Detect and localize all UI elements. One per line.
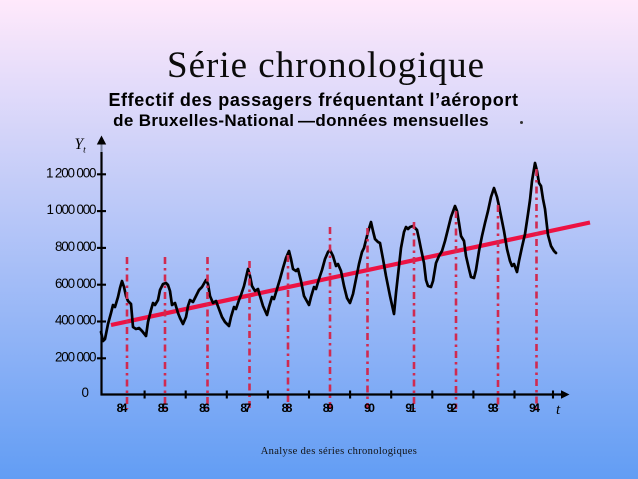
svg-text:93: 93 xyxy=(488,401,499,415)
svg-text:84: 84 xyxy=(117,401,128,415)
svg-text:200 000: 200 000 xyxy=(55,350,97,365)
svg-text:89: 89 xyxy=(323,401,334,415)
svg-text:90: 90 xyxy=(364,401,375,415)
svg-text:t: t xyxy=(556,402,561,418)
svg-text:1 200 000: 1 200 000 xyxy=(46,166,97,181)
svg-text:91: 91 xyxy=(405,401,416,415)
svg-text:85: 85 xyxy=(158,401,169,415)
svg-text:87: 87 xyxy=(240,401,251,415)
svg-text:600 000: 600 000 xyxy=(55,276,97,291)
svg-text:0: 0 xyxy=(82,385,89,400)
svg-text:1 000 000: 1 000 000 xyxy=(47,202,97,217)
svg-text:400 000: 400 000 xyxy=(55,313,97,328)
svg-text:86: 86 xyxy=(199,401,210,415)
svg-text:94: 94 xyxy=(529,401,540,415)
svg-text:88: 88 xyxy=(282,401,293,415)
svg-text:800 000: 800 000 xyxy=(55,239,97,254)
svg-text:Yt: Yt xyxy=(75,136,87,156)
svg-text:92: 92 xyxy=(447,401,458,415)
